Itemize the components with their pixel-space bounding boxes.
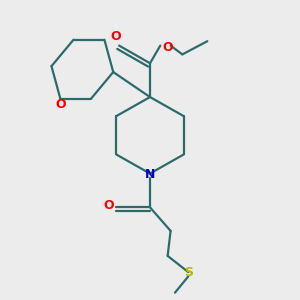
Text: O: O bbox=[103, 200, 114, 212]
Text: O: O bbox=[111, 30, 122, 43]
Text: O: O bbox=[55, 98, 66, 111]
Text: N: N bbox=[145, 169, 155, 182]
Text: S: S bbox=[184, 266, 194, 279]
Text: O: O bbox=[162, 40, 173, 54]
